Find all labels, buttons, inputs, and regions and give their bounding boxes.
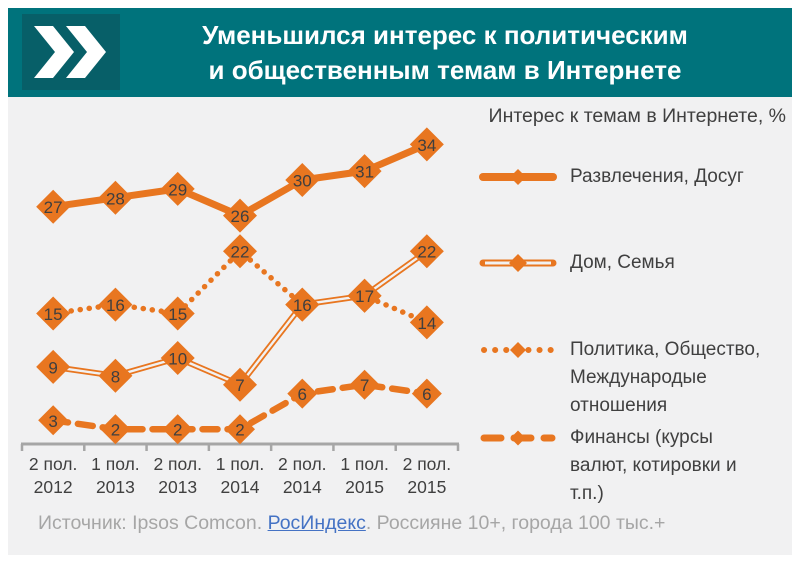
x-axis-label: 2 пол. <box>403 454 452 474</box>
legend-item-entertainment: Развлечения, Досуг <box>478 163 744 191</box>
x-axis-label: 2 пол. <box>153 454 202 474</box>
data-point-label: 3 <box>48 412 57 431</box>
data-point-marker <box>347 154 382 189</box>
data-point-marker <box>36 296 71 331</box>
legend-label: Политика, Общество, Международые отношен… <box>570 339 761 416</box>
x-axis-label: 2012 <box>34 477 73 497</box>
data-point-label: 6 <box>298 385 307 404</box>
series-line-inner <box>52 250 428 386</box>
data-point-label: 2 <box>235 421 244 440</box>
data-point-label: 17 <box>355 287 374 306</box>
legend-label: Развлечения, Досуг <box>570 166 744 187</box>
x-axis-label: 2013 <box>158 477 197 497</box>
page-title-line1: Уменьшился интерес к политическим <box>202 20 688 50</box>
data-point-marker <box>285 163 320 197</box>
data-point-label: 7 <box>235 376 244 395</box>
data-point-label: 10 <box>168 350 187 369</box>
source-suffix: . Россияне 10+, города 100 тыс.+ <box>365 512 666 534</box>
data-point-marker <box>409 305 444 340</box>
data-point-label: 30 <box>293 172 312 191</box>
data-point-marker <box>347 278 382 313</box>
legend-swatch-dotted-line-icon <box>481 342 555 358</box>
x-axis-label: 2015 <box>345 477 384 497</box>
data-point-marker <box>349 369 380 400</box>
source-line: Источник: Ipsos Comcon. РосИндекс. Росси… <box>38 512 665 535</box>
x-axis-label: 2013 <box>96 477 135 497</box>
chart-svg: 2 пол. 2012 1 пол. 2013 2 пол. 2013 1 пол. 2014… <box>20 127 460 497</box>
data-point-marker <box>223 234 257 269</box>
data-point-label: 27 <box>44 198 63 217</box>
x-axis-label: 1 пол. <box>340 454 389 474</box>
data-point-marker <box>98 180 133 215</box>
x-axis-label: 1 пол. <box>91 454 140 474</box>
data-point-label: 2 <box>111 421 120 440</box>
double-chevron-right-icon <box>34 26 106 78</box>
data-point-label: 9 <box>48 358 57 377</box>
data-point-label: 29 <box>168 180 187 199</box>
legend-item-politics: Политика, Общество, Международые отношен… <box>478 336 760 420</box>
data-point-marker <box>98 287 133 322</box>
legend-swatch-dashed-line-icon <box>480 430 556 446</box>
data-point-label: 16 <box>106 296 125 315</box>
data-point-label: 16 <box>293 296 312 315</box>
data-point-label: 6 <box>422 385 431 404</box>
data-point-marker <box>98 358 133 393</box>
page-title: Уменьшился интерес к политическим и обще… <box>98 18 792 88</box>
data-point-marker <box>225 414 255 445</box>
data-point-label: 28 <box>106 189 125 208</box>
data-point-label: 34 <box>417 136 436 155</box>
source-link[interactable]: РосИндекс <box>267 512 366 534</box>
legend-swatch-solid-line-icon <box>479 169 557 185</box>
data-point-marker <box>160 171 195 206</box>
legend-item-finance: Финансы (курсы валют, котировки и т.п.) <box>478 424 737 508</box>
data-point-label: 14 <box>417 314 436 333</box>
x-axis-label: 2015 <box>407 477 446 497</box>
data-point-label: 2 <box>173 421 182 440</box>
data-point-label: 26 <box>231 207 250 226</box>
data-point-label: 8 <box>111 367 120 386</box>
data-point-marker <box>36 189 71 224</box>
data-point-marker <box>285 287 320 322</box>
header-banner: Уменьшился интерес к политическим и обще… <box>8 8 792 97</box>
data-point-label: 22 <box>231 243 250 262</box>
data-point-marker <box>409 234 444 269</box>
legend-label: Финансы (курсы валют, котировки и т.п.) <box>570 427 737 504</box>
page-title-line2: и общественным темам в Интернете <box>208 55 682 85</box>
data-point-marker <box>223 367 257 402</box>
data-point-marker <box>287 378 318 409</box>
series-line-double <box>52 248 429 388</box>
data-point-marker <box>38 405 69 436</box>
data-point-marker <box>162 414 193 445</box>
data-point-marker <box>36 349 71 384</box>
data-point-marker <box>223 198 257 233</box>
data-point-marker <box>411 378 442 409</box>
x-axis-label: 2 пол. <box>29 454 78 474</box>
data-point-label: 15 <box>168 305 187 324</box>
chart-title: Интерес к темам в Интернете, % <box>488 105 786 127</box>
data-point-label: 15 <box>44 305 63 324</box>
data-point-marker <box>160 296 195 331</box>
legend-label: Дом, Семья <box>570 252 675 273</box>
x-axis-label: 1 пол. <box>216 454 265 474</box>
x-axis-label: 2 пол. <box>278 454 327 474</box>
x-axis-label: 2014 <box>221 477 260 497</box>
data-point-marker <box>100 414 131 445</box>
legend-item-home-family: Дом, Семья <box>478 249 675 277</box>
legend-swatch-double-line-icon <box>479 254 557 272</box>
data-point-label: 22 <box>417 243 436 262</box>
chevrons-icon <box>22 14 120 90</box>
content-area <box>8 97 792 555</box>
x-axis-label: 2014 <box>283 477 322 497</box>
data-point-label: 7 <box>360 376 369 395</box>
data-point-marker <box>160 341 195 375</box>
data-point-label: 31 <box>355 163 374 182</box>
source-prefix: Источник: Ipsos Comcon. <box>38 512 268 534</box>
